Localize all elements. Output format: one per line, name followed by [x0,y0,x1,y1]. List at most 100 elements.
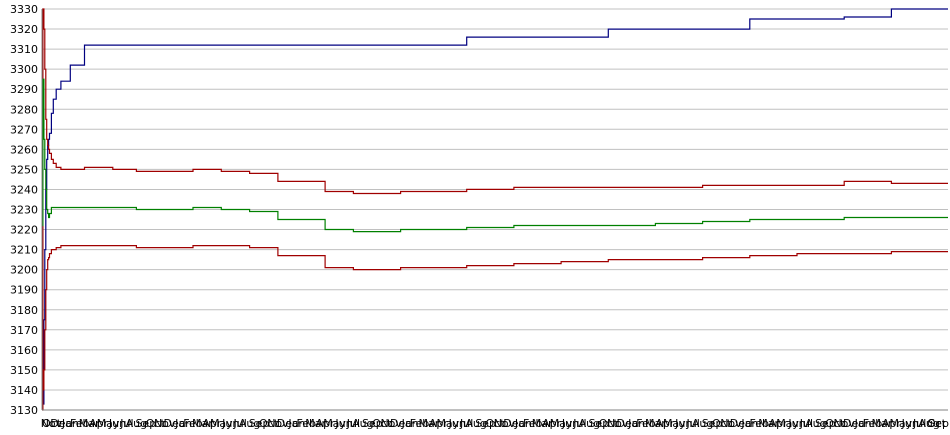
x-tick-label: Oct [712,417,732,430]
x-tick-label: Mar [192,417,213,430]
x-tick-label: Mar [419,417,440,430]
x-tick-label: Jan [740,417,758,430]
x-tick-label: Dec [503,417,524,430]
x-tick-label: Apr [429,417,449,430]
x-tick-label: Nov [267,417,289,430]
x-tick-label: Jun [787,417,805,430]
y-tick-label: 3230 [10,204,38,217]
x-tick-label: Sep [702,417,723,430]
x-tick-label: Nov [720,417,742,430]
x-tick-label: Aug [465,417,486,430]
x-tick-label: Aug [352,417,373,430]
y-tick-label: 3280 [10,103,38,116]
x-tick-label: Apr [89,417,109,430]
x-tick-label: Feb [70,417,89,430]
x-tick-label: Dec [843,417,864,430]
x-tick-label: Feb [410,417,429,430]
x-tick-label: Jan [401,417,419,430]
x-tick-label: Jul [572,417,586,430]
x-tick-label: Feb [750,417,769,430]
x-tick-label: Jun [561,417,579,430]
x-axis-ticks: OctNovDecJanFebMarAprMayJunJulAugSepOctN… [41,417,949,430]
y-tick-label: 3250 [10,163,38,176]
x-tick-label: Dec [730,417,751,430]
series-line-1 [42,8,948,401]
x-tick-label: May [663,417,686,430]
y-tick-label: 3220 [10,224,38,237]
x-tick-label: Jan [627,417,645,430]
y-tick-label: 3300 [10,63,38,76]
x-tick-label: Feb [863,417,882,430]
y-tick-label: 3330 [10,3,38,16]
y-tick-label: 3180 [10,304,38,317]
x-tick-label: May [550,417,573,430]
y-tick-label: 3260 [10,143,38,156]
x-tick-label: Aug [239,417,260,430]
x-tick-label: Nov [41,417,63,430]
x-tick-label: Sep [249,417,270,430]
y-tick-label: 3290 [10,83,38,96]
x-tick-label: Sep [928,417,949,430]
x-tick-label: Jul [233,417,247,430]
x-tick-label: May [97,417,120,430]
x-tick-label: Mar [645,417,666,430]
x-tick-label: Jun [221,417,239,430]
x-tick-label: May [889,417,912,430]
y-tick-label: 3140 [10,384,38,397]
y-tick-label: 3150 [10,364,38,377]
x-tick-label: Aug [805,417,826,430]
x-tick-label: Jan [287,417,305,430]
x-tick-label: Nov [494,417,516,430]
x-tick-label: Jun [901,417,919,430]
x-tick-label: Nov [380,417,402,430]
x-tick-label: Jun [448,417,466,430]
y-tick-label: 3130 [10,404,38,417]
x-tick-label: Dec [390,417,411,430]
x-tick-label: Jun [334,417,352,430]
x-tick-label: Feb [297,417,316,430]
x-tick-label: Jan [61,417,79,430]
x-tick-label: Mar [872,417,893,430]
x-tick-label: Sep [135,417,156,430]
x-tick-label: Nov [607,417,629,430]
x-tick-label: Jul [459,417,473,430]
x-tick-label: Sep [588,417,609,430]
x-tick-label: Nov [833,417,855,430]
x-tick-label: Mar [532,417,553,430]
x-tick-label: Dec [277,417,298,430]
x-tick-label: Jul [119,417,133,430]
x-tick-label: Feb [636,417,655,430]
x-tick-label: Oct [146,417,166,430]
x-tick-label: Jul [686,417,700,430]
x-tick-label: Jun [674,417,692,430]
y-tick-label: 3240 [10,183,38,196]
x-tick-label: Feb [523,417,542,430]
x-tick-label: Oct [485,417,505,430]
x-tick-label: Aug [579,417,600,430]
x-tick-label: Mar [79,417,100,430]
x-tick-label: Mar [758,417,779,430]
x-tick-label: Jan [174,417,192,430]
x-tick-label: Apr [316,417,336,430]
x-tick-label: Jul [346,417,360,430]
x-tick-label: Jul [912,417,926,430]
x-tick-label: Sep [815,417,836,430]
y-tick-label: 3190 [10,284,38,297]
x-tick-label: May [776,417,799,430]
x-tick-label: Apr [882,417,902,430]
x-tick-label: Mar [305,417,326,430]
x-tick-label: Feb [183,417,202,430]
x-tick-label: Jul [799,417,813,430]
x-tick-label: Dec [616,417,637,430]
y-tick-label: 3320 [10,23,38,36]
x-tick-label: Aug [918,417,939,430]
x-tick-label: Aug [126,417,147,430]
x-tick-label: Oct [259,417,279,430]
x-tick-label: Oct [372,417,392,430]
y-tick-label: 3310 [10,43,38,56]
x-tick-label: Nov [154,417,176,430]
x-tick-label: Aug [692,417,713,430]
x-tick-label: Sep [475,417,496,430]
x-tick-label: Dec [163,417,184,430]
